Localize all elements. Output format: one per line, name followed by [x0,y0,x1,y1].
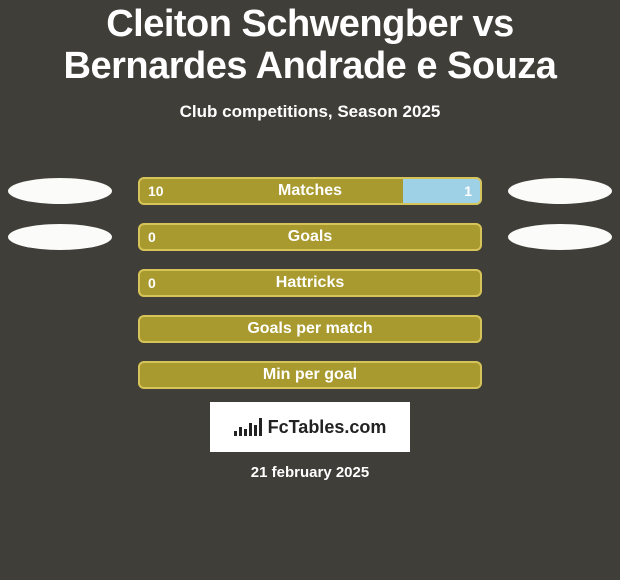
logo-text: FcTables.com [268,417,387,438]
stat-label: Matches [278,182,342,200]
stat-bar-left-fill [138,177,403,205]
stat-row: Goals per match [0,306,620,352]
logo-bars-icon [234,418,262,436]
stat-row: 10 1 Matches [0,168,620,214]
stat-bar: Goals per match [138,315,482,343]
stat-row: 0 Hattricks [0,260,620,306]
player-right-marker [508,178,612,204]
player-left-marker [8,178,112,204]
stat-label: Min per goal [263,366,357,384]
player-right-marker [508,224,612,250]
stat-label: Goals [288,228,332,246]
stat-rows: 10 1 Matches 0 Goals 0 Hattricks Goals per matc… [0,168,620,398]
comparison-infographic: Cleiton Schwengber vs Bernardes Andrade … [0,0,620,580]
page-title: Cleiton Schwengber vs Bernardes Andrade … [0,0,620,88]
subtitle: Club competitions, Season 2025 [0,102,620,122]
stat-left-value: 0 [148,229,156,245]
stat-row: 0 Goals [0,214,620,260]
fctables-logo: FcTables.com [210,402,410,452]
stat-bar: 0 Hattricks [138,269,482,297]
stat-bar: 10 1 Matches [138,177,482,205]
stat-label: Hattricks [276,274,344,292]
date-label: 21 february 2025 [251,464,369,481]
player-left-marker [8,224,112,250]
stat-bar: Min per goal [138,361,482,389]
stat-right-value: 1 [464,183,472,199]
stat-row: Min per goal [0,352,620,398]
stat-left-value: 10 [148,183,164,199]
stat-label: Goals per match [247,320,372,338]
stat-bar: 0 Goals [138,223,482,251]
stat-left-value: 0 [148,275,156,291]
